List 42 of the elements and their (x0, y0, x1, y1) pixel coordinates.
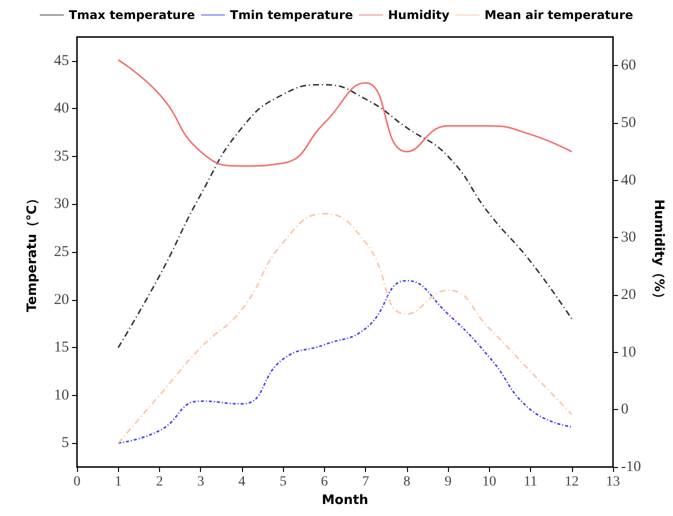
y2-tick-label: 20 (621, 287, 636, 303)
x-tick-label: 4 (238, 474, 246, 490)
y2-tick-label: 50 (621, 115, 636, 131)
y2-tick-label: 10 (621, 344, 636, 360)
y2-tick-label: -10 (621, 459, 641, 475)
line-series (117, 84, 573, 348)
x-tick-label: 12 (564, 474, 579, 490)
x-tick-label: 7 (362, 474, 370, 490)
y2-tick-label: 0 (621, 402, 628, 418)
x-axis-title: Month (322, 492, 368, 508)
y-tick-label: 15 (54, 340, 69, 356)
line-series (117, 59, 573, 167)
y-axis-title: Temperatu（℃） (25, 192, 40, 312)
x-tick-label: 9 (444, 474, 452, 490)
y-tick-label: 40 (54, 100, 69, 117)
y-tick-label: 20 (54, 292, 69, 308)
x-tick-label: 3 (197, 474, 204, 490)
y-tick-label: 45 (54, 52, 69, 69)
x-tick-label: 11 (524, 474, 538, 490)
y-tick-label: 25 (54, 244, 69, 260)
y2-tick-label: 30 (621, 230, 636, 246)
x-tick-label: 0 (74, 474, 80, 490)
y-tick-label: 35 (54, 148, 69, 164)
legend-label: Tmin temperature (230, 8, 354, 22)
y-tick-label: 5 (62, 435, 69, 452)
x-tick-label: 5 (280, 474, 287, 490)
x-tick-label: 2 (156, 474, 163, 490)
line-series (117, 280, 573, 444)
y2-tick-label: 60 (621, 58, 636, 74)
legend-label: Tmax temperature (68, 8, 196, 22)
y-tick-label: 30 (54, 196, 69, 212)
x-tick-label: 13 (606, 474, 620, 490)
y2-axis-title: Humidity（%） (650, 199, 666, 305)
x-tick-label: 8 (403, 474, 410, 490)
y-tick-label: 10 (54, 387, 69, 404)
y2-tick-label: 40 (621, 172, 636, 188)
legend-label: Mean air temperature (484, 8, 634, 22)
line-series (117, 213, 573, 444)
legend-label: Humidity (388, 8, 450, 22)
x-tick-label: 6 (320, 474, 328, 490)
x-tick-label: 1 (114, 474, 122, 490)
x-tick-label: 10 (482, 474, 496, 490)
